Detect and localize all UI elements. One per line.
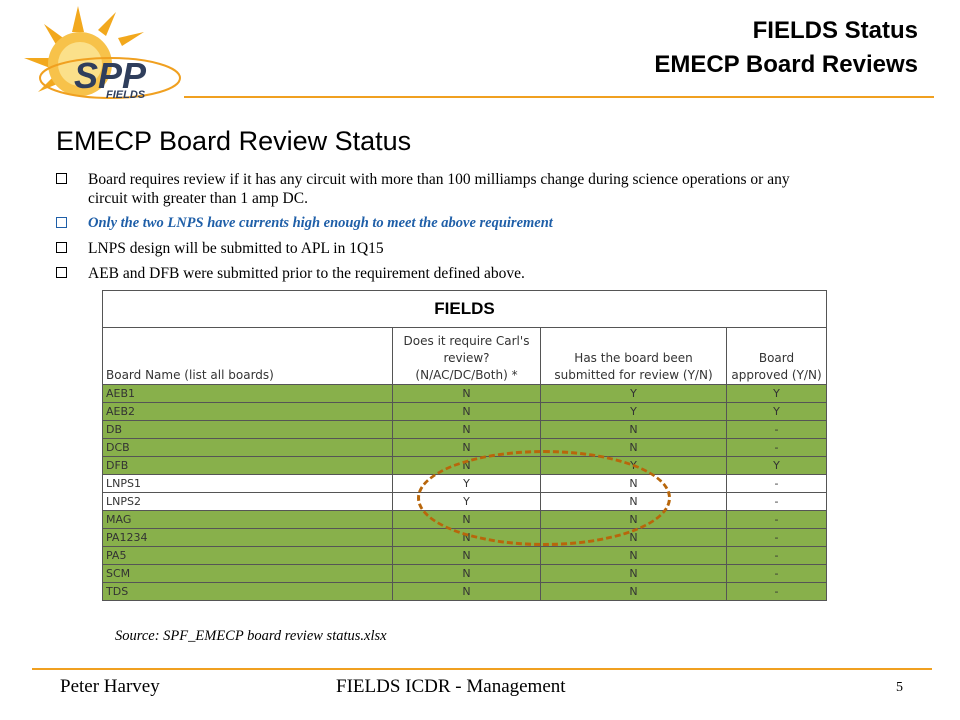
submitted-cell: N	[540, 564, 727, 583]
bullet-list: Board requires review if it has any circ…	[56, 170, 816, 289]
logo-subtext: FIELDS	[106, 89, 146, 101]
requires-review-cell: N	[392, 402, 541, 421]
checkbox-bullet-icon	[56, 217, 67, 228]
submitted-cell: N	[540, 528, 727, 547]
bullet-text: Only the two LNPS have currents high eno…	[88, 215, 553, 231]
board-review-table: FIELDS Board Name (list all boards) Does…	[101, 290, 828, 601]
requires-review-cell: N	[392, 510, 541, 529]
approved-cell: -	[725, 492, 828, 511]
table-row: LNPS1 Y N -	[102, 474, 828, 493]
submitted-cell: N	[540, 492, 727, 511]
bullet-text: Board requires review if it has any circ…	[88, 171, 790, 207]
approved-cell: -	[725, 474, 828, 493]
submitted-cell: N	[540, 420, 727, 439]
board-name-cell: SCM	[102, 564, 393, 583]
bullet-item-highlighted: Only the two LNPS have currents high eno…	[56, 214, 816, 233]
board-name-cell: TDS	[102, 582, 393, 601]
table-row: AEB1 N Y Y	[102, 384, 828, 403]
logo-text: SPP	[74, 55, 147, 96]
board-name-cell: PA1234	[102, 528, 393, 547]
submitted-cell: N	[540, 474, 727, 493]
table-row: PA1234 N N -	[102, 528, 828, 547]
submitted-cell: N	[540, 438, 727, 457]
board-name-cell: AEB1	[102, 384, 393, 403]
board-name-cell: DFB	[102, 456, 393, 475]
source-note: Source: SPF_EMECP board review status.xl…	[115, 628, 387, 644]
requires-review-cell: Y	[392, 474, 541, 493]
footer-title: FIELDS ICDR - Management	[336, 676, 566, 697]
approved-cell: Y	[725, 384, 828, 403]
approved-cell: -	[725, 546, 828, 565]
requires-review-cell: N	[392, 438, 541, 457]
header-divider	[184, 96, 934, 98]
board-name-cell: DCB	[102, 438, 393, 457]
bullet-item: LNPS design will be submitted to APL in …	[56, 239, 816, 258]
approved-cell: -	[725, 582, 828, 601]
bullet-item: Board requires review if it has any circ…	[56, 170, 816, 208]
requires-review-cell: N	[392, 456, 541, 475]
requires-review-cell: N	[392, 384, 541, 403]
table-row: SCM N N -	[102, 564, 828, 583]
column-header-requires-review: Does it require Carl's review? (N/AC/DC/…	[392, 327, 541, 385]
submitted-cell: N	[540, 582, 727, 601]
approved-cell: -	[725, 510, 828, 529]
slide-heading: EMECP Board Review Status	[56, 126, 412, 156]
submitted-cell: N	[540, 546, 727, 565]
board-name-cell: AEB2	[102, 402, 393, 421]
submitted-cell: N	[540, 510, 727, 529]
column-header-board-name: Board Name (list all boards)	[102, 327, 393, 385]
table-row: DB N N -	[102, 420, 828, 439]
table-row: TDS N N -	[102, 582, 828, 601]
header-title-line2: EMECP Board Reviews	[654, 51, 918, 78]
board-name-cell: DB	[102, 420, 393, 439]
column-header-approved: Board approved (Y/N)	[725, 327, 828, 385]
bullet-text: LNPS design will be submitted to APL in …	[88, 240, 384, 257]
table-row: MAG N N -	[102, 510, 828, 529]
board-name-cell: LNPS2	[102, 492, 393, 511]
approved-cell: Y	[725, 402, 828, 421]
board-name-cell: LNPS1	[102, 474, 393, 493]
table-row: DCB N N -	[102, 438, 828, 457]
header-title-line1: FIELDS Status	[752, 17, 918, 44]
footer-presenter: Peter Harvey	[60, 676, 160, 697]
approved-cell: Y	[725, 456, 828, 475]
footer-divider	[32, 668, 932, 670]
board-name-cell: MAG	[102, 510, 393, 529]
table-row: PA5 N N -	[102, 546, 828, 565]
submitted-cell: Y	[540, 384, 727, 403]
requires-review-cell: Y	[392, 492, 541, 511]
requires-review-cell: N	[392, 546, 541, 565]
checkbox-bullet-icon	[56, 242, 67, 253]
checkbox-bullet-icon	[56, 267, 67, 278]
table-row: AEB2 N Y Y	[102, 402, 828, 421]
submitted-cell: Y	[540, 456, 727, 475]
slide-header-title: FIELDS Status EMECP Board Reviews	[654, 14, 918, 82]
approved-cell: -	[725, 528, 828, 547]
table-title: FIELDS	[101, 290, 828, 328]
requires-review-cell: N	[392, 528, 541, 547]
bullet-text: AEB and DFB were submitted prior to the …	[88, 265, 525, 282]
checkbox-bullet-icon	[56, 173, 67, 184]
table-row: LNPS2 Y N -	[102, 492, 828, 511]
board-name-cell: PA5	[102, 546, 393, 565]
page-number: 5	[896, 680, 903, 695]
approved-cell: -	[725, 564, 828, 583]
approved-cell: -	[725, 420, 828, 439]
requires-review-cell: N	[392, 564, 541, 583]
requires-review-cell: N	[392, 582, 541, 601]
bullet-item: AEB and DFB were submitted prior to the …	[56, 264, 816, 283]
spp-fields-logo: SPP FIELDS	[18, 2, 188, 102]
table-row: DFB N Y Y	[102, 456, 828, 475]
requires-review-cell: N	[392, 420, 541, 439]
submitted-cell: Y	[540, 402, 727, 421]
column-header-submitted: Has the board been submitted for review …	[540, 327, 727, 385]
approved-cell: -	[725, 438, 828, 457]
